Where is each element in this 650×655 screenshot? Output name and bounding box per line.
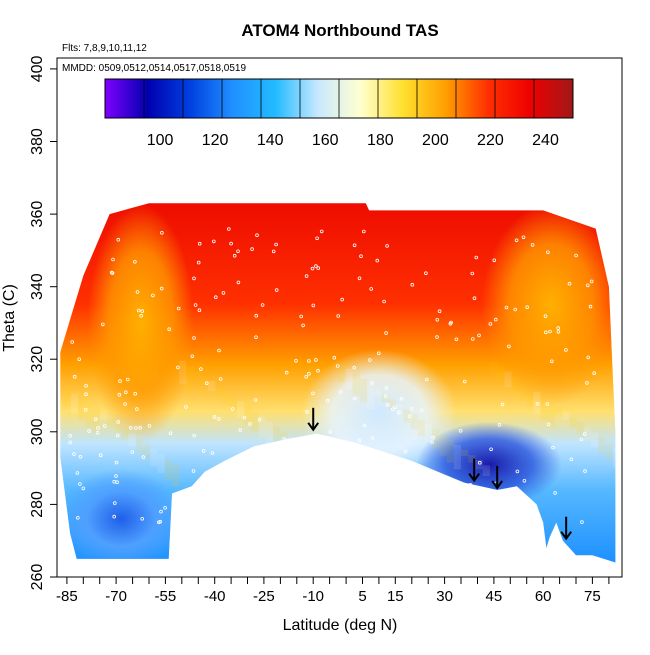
x-tick-label: -40 xyxy=(204,588,226,605)
x-tick-label: 60 xyxy=(535,588,552,605)
colorbar-tick-label: 180 xyxy=(367,132,394,149)
heatmap-field xyxy=(60,203,616,563)
y-axis: 260 280 300 320 340 360 380 400 xyxy=(29,55,57,590)
y-tick-label: 260 xyxy=(29,564,46,591)
arrow-marker xyxy=(491,465,503,490)
flight-track-points xyxy=(68,227,596,525)
colorbar-tick-label: 120 xyxy=(202,132,229,149)
colorbar-tick-label: 100 xyxy=(147,132,174,149)
field-region-southern-jet xyxy=(87,204,194,442)
colorbar-tick-label: 140 xyxy=(257,132,284,149)
y-tick-label: 340 xyxy=(29,273,46,300)
x-tick-label: 15 xyxy=(387,588,404,605)
x-axis: -85 -70 -55 -40 -25 -10 5 15 30 45 60 75 xyxy=(56,577,610,605)
arrow-marker xyxy=(560,516,572,541)
colorbar-tick-label: 200 xyxy=(422,132,449,149)
x-axis-label: Latitude (deg N) xyxy=(283,617,398,634)
arrow-marker xyxy=(468,458,480,483)
colorbar-tick-label: 220 xyxy=(477,132,504,149)
chart-title: ATOM4 Northbound TAS xyxy=(241,21,438,40)
dates-annotation: MMDD: 0509,0512,0514,0517,0518,0519 xyxy=(62,63,246,74)
y-tick-label: 320 xyxy=(29,346,46,373)
y-tick-label: 400 xyxy=(29,55,46,82)
arrow-marker xyxy=(307,407,320,432)
colorbar-tick-label: 240 xyxy=(532,132,559,149)
field-region-southern-low-speed xyxy=(60,469,184,563)
colorbar: 100 120 140 160 180 200 220 240 xyxy=(104,78,574,149)
field-region-northern-jet xyxy=(481,204,616,406)
flights-annotation: Flts: 7,8,9,10,11,12 xyxy=(62,43,147,54)
y-tick-label: 360 xyxy=(29,201,46,228)
x-tick-label: -70 xyxy=(105,588,127,605)
x-tick-label: 30 xyxy=(436,588,453,605)
x-tick-label: -10 xyxy=(302,588,324,605)
x-tick-label: 75 xyxy=(584,588,601,605)
x-tick-label: -55 xyxy=(155,588,177,605)
x-tick-label: 5 xyxy=(358,588,366,605)
y-tick-label: 380 xyxy=(29,128,46,155)
y-tick-label: 280 xyxy=(29,491,46,518)
x-tick-label: 45 xyxy=(486,588,503,605)
colorbar-tick-label: 160 xyxy=(312,132,339,149)
x-tick-label: -25 xyxy=(253,588,275,605)
plot-frame xyxy=(56,57,623,578)
x-tick-label: -85 xyxy=(56,588,78,605)
arrow-markers xyxy=(307,407,572,541)
y-tick-label: 300 xyxy=(29,418,46,445)
y-axis-label: Theta (C) xyxy=(1,284,18,352)
